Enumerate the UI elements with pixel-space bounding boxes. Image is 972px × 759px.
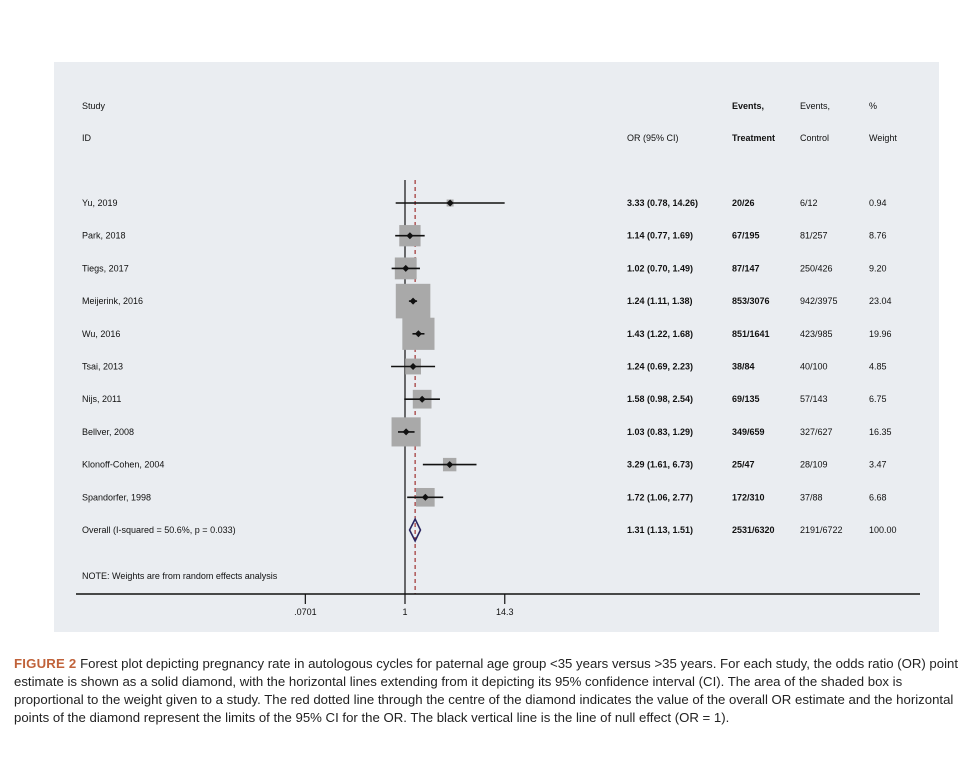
- point-estimate: [414, 330, 422, 338]
- study-label: Bellver, 2008: [82, 427, 134, 437]
- events-treatment-value: 853/3076: [732, 296, 770, 306]
- overall-events-treatment: 2531/6320: [732, 525, 775, 535]
- forest-plot: Study ID OR (95% CI) Events, Treatment E…: [76, 101, 920, 617]
- header-events-treatment-1: Events,: [732, 101, 764, 111]
- events-treatment-value: 67/195: [732, 231, 760, 241]
- caption-text: Forest plot depicting pregnancy rate in …: [14, 656, 959, 725]
- study-label: Nijs, 2011: [82, 394, 121, 404]
- events-control-value: 942/3975: [800, 296, 838, 306]
- x-tick-label: 14.3: [496, 607, 514, 617]
- or-ci-value: 1.02 (0.70, 1.49): [627, 263, 693, 273]
- events-treatment-value: 69/135: [732, 394, 760, 404]
- figure-caption: FIGURE 2 Forest plot depicting pregnancy…: [14, 655, 964, 727]
- or-ci-value: 1.72 (1.06, 2.77): [627, 492, 693, 502]
- events-control-value: 250/426: [800, 263, 833, 273]
- caption-label: FIGURE 2: [14, 656, 77, 671]
- events-control-value: 327/627: [800, 427, 833, 437]
- events-treatment-value: 87/147: [732, 263, 760, 273]
- events-treatment-value: 25/47: [732, 460, 755, 470]
- weight-value: 0.94: [869, 198, 887, 208]
- overall-events-control: 2191/6722: [800, 525, 843, 535]
- weight-value: 6.75: [869, 394, 887, 404]
- point-estimate: [409, 297, 417, 305]
- header-study: Study: [82, 101, 106, 111]
- overall-diamond: [408, 517, 422, 543]
- forest-rows: Yu, 2019 3.33 (0.78, 14.26) 20/26 6/12 0.94 P…: [82, 198, 897, 535]
- weight-value: 8.76: [869, 231, 887, 241]
- events-control-value: 6/12: [800, 198, 818, 208]
- events-control-value: 28/109: [800, 460, 828, 470]
- weight-value: 16.35: [869, 427, 892, 437]
- study-label: Park, 2018: [82, 231, 126, 241]
- weight-value: 23.04: [869, 296, 892, 306]
- study-label: Tsai, 2013: [82, 362, 123, 372]
- header-events-treatment-2: Treatment: [732, 133, 775, 143]
- weight-value: 19.96: [869, 329, 892, 339]
- x-axis: .0701 1 14.3: [76, 593, 920, 617]
- study-label: Klonoff-Cohen, 2004: [82, 460, 164, 470]
- or-ci-value: 3.29 (1.61, 6.73): [627, 460, 693, 470]
- point-estimate: [446, 461, 454, 469]
- events-control-value: 37/88: [800, 492, 823, 502]
- or-ci-value: 3.33 (0.78, 14.26): [627, 198, 698, 208]
- weight-value: 4.85: [869, 362, 887, 372]
- events-control-value: 57/143: [800, 394, 828, 404]
- study-label: Tiegs, 2017: [82, 263, 129, 273]
- events-treatment-value: 20/26: [732, 198, 755, 208]
- point-estimate: [421, 493, 429, 501]
- events-control-value: 423/985: [800, 329, 833, 339]
- point-estimate: [402, 264, 410, 272]
- forest-marks: [391, 180, 505, 594]
- study-label: Spandorfer, 1998: [82, 492, 151, 502]
- header-events-control-2: Control: [800, 133, 829, 143]
- note-text: NOTE: Weights are from random effects an…: [82, 571, 278, 581]
- events-treatment-value: 851/1641: [732, 329, 770, 339]
- point-estimate: [446, 199, 454, 207]
- events-treatment-value: 349/659: [732, 427, 765, 437]
- events-treatment-value: 38/84: [732, 362, 755, 372]
- point-estimate: [418, 395, 426, 403]
- point-estimate: [409, 363, 417, 370]
- x-tick-label: .0701: [294, 607, 317, 617]
- study-label: Wu, 2016: [82, 329, 120, 339]
- weight-value: 6.68: [869, 492, 887, 502]
- study-label: Yu, 2019: [82, 198, 118, 208]
- header-weight-1: %: [869, 101, 877, 111]
- events-control-value: 40/100: [800, 362, 828, 372]
- overall-weight: 100.00: [869, 525, 897, 535]
- point-estimate: [406, 232, 414, 240]
- or-ci-value: 1.58 (0.98, 2.54): [627, 394, 693, 404]
- events-treatment-value: 172/310: [732, 492, 765, 502]
- study-label: Meijerink, 2016: [82, 296, 143, 306]
- weight-value: 9.20: [869, 263, 887, 273]
- or-ci-value: 1.24 (1.11, 1.38): [627, 296, 693, 306]
- overall-label: Overall (I-squared = 50.6%, p = 0.033): [82, 525, 236, 535]
- weight-value: 3.47: [869, 460, 887, 470]
- header-id: ID: [82, 133, 92, 143]
- or-ci-value: 1.03 (0.83, 1.29): [627, 427, 693, 437]
- header-events-control-1: Events,: [800, 101, 830, 111]
- forest-plot-panel: Study ID OR (95% CI) Events, Treatment E…: [54, 62, 939, 632]
- overall-or-ci-value: 1.31 (1.13, 1.51): [627, 525, 693, 535]
- x-tick-label: 1: [402, 607, 407, 617]
- or-ci-value: 1.43 (1.22, 1.68): [627, 329, 693, 339]
- events-control-value: 81/257: [800, 231, 828, 241]
- or-ci-value: 1.24 (0.69, 2.23): [627, 362, 693, 372]
- point-estimate: [402, 428, 410, 436]
- header-weight-2: Weight: [869, 133, 897, 143]
- or-ci-value: 1.14 (0.77, 1.69): [627, 231, 693, 241]
- header-or-ci: OR (95% CI): [627, 133, 679, 143]
